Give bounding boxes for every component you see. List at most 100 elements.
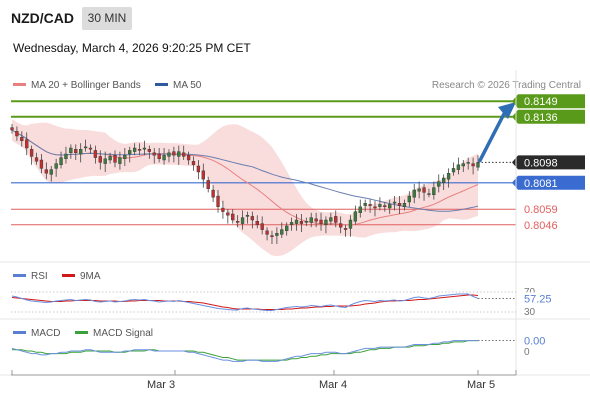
candle (83, 139, 88, 152)
candle-body (59, 157, 63, 166)
candle-body (231, 213, 235, 221)
candle-body (113, 154, 117, 163)
timestamp: Wednesday, March 4, 2026 9:20:25 PM CET (13, 41, 251, 55)
candle (25, 132, 29, 156)
candle-body (461, 163, 465, 167)
candle-body (343, 228, 348, 230)
candle (378, 197, 382, 211)
candle (235, 215, 240, 228)
rsi-line (11, 293, 479, 311)
candle (201, 163, 205, 188)
candle-body (83, 146, 88, 149)
ma20-swatch (13, 82, 26, 86)
candle (427, 188, 431, 198)
x-tick-label-0: Mar 3 (147, 379, 175, 391)
candle-body (402, 202, 407, 207)
candle (437, 174, 441, 193)
macd-line (11, 340, 478, 362)
candle (388, 199, 392, 214)
candle (54, 158, 58, 177)
candle-body (255, 220, 259, 225)
candle-body (54, 163, 58, 169)
candle (226, 209, 230, 224)
forecast-arrow-shaft (478, 108, 508, 163)
candle (461, 160, 465, 172)
macd-signal-swatch (75, 330, 88, 334)
candle (20, 131, 24, 147)
candle-body (432, 187, 436, 196)
candle (118, 151, 122, 170)
candle-body (103, 158, 107, 164)
candle-body (348, 219, 353, 229)
rsi-swatch (13, 273, 26, 277)
candle (132, 143, 137, 156)
candle-body (206, 180, 210, 189)
candle-body (147, 148, 152, 152)
candle (270, 230, 274, 244)
candle-body (250, 216, 255, 221)
candle-body (157, 153, 161, 159)
candle (137, 143, 142, 156)
candle (216, 190, 220, 213)
candle (446, 168, 451, 188)
candle-body (466, 162, 470, 164)
ma50-swatch (155, 82, 168, 86)
legend-rsi-label: RSI (31, 271, 48, 282)
candle-body (137, 148, 142, 151)
candle-body (88, 147, 93, 150)
candle (289, 217, 294, 231)
legend-rsi-ma-label: 9MA (80, 271, 101, 282)
legend-ma50: MA 50 (155, 80, 201, 91)
candle (471, 157, 475, 175)
candle (182, 145, 186, 160)
candle (245, 211, 250, 224)
candle-body (368, 204, 372, 206)
candle-body (397, 202, 402, 206)
candle-body (93, 150, 98, 158)
candle-body (98, 156, 102, 163)
candle-body (142, 147, 147, 150)
candle (451, 162, 456, 176)
candle (329, 212, 333, 225)
candle-body (442, 177, 446, 183)
candle (108, 152, 112, 164)
candle-body (407, 195, 411, 203)
candle (211, 185, 215, 202)
candle (348, 215, 353, 237)
rsi-value-bg (520, 292, 560, 304)
candle (93, 145, 98, 164)
rsi-ma-swatch (62, 273, 75, 277)
candle (407, 191, 411, 207)
candle (49, 166, 53, 182)
price-tag-0.8149 (512, 94, 585, 109)
candle-body (260, 223, 264, 230)
rsi-value: 57.25 (524, 293, 552, 305)
candle-body (446, 172, 451, 180)
candle (353, 205, 358, 225)
candle-body (417, 188, 421, 192)
candle-body (378, 204, 382, 207)
candle-body (299, 220, 304, 224)
candle (123, 148, 127, 166)
candle (113, 150, 117, 168)
candle-body (211, 189, 215, 198)
candle-body (270, 235, 274, 238)
legend-macd-signal-label: MACD Signal (93, 328, 154, 339)
candle (285, 222, 289, 236)
candle (294, 214, 299, 231)
candle (191, 156, 196, 171)
candle (167, 149, 171, 163)
timeframe-badge[interactable]: 30 MIN (82, 7, 132, 30)
bollinger-band (12, 119, 478, 257)
candle-body (476, 162, 480, 168)
candle-body (226, 212, 230, 216)
macd-value: 0.00 (524, 336, 545, 348)
candle-body (324, 219, 328, 226)
candle-body (172, 151, 176, 156)
candle (186, 151, 191, 165)
candle-body (20, 136, 24, 141)
legend-ma20-bb: MA 20 + Bollinger Bands (13, 80, 141, 91)
candle (397, 196, 402, 214)
candle-body (152, 152, 156, 156)
